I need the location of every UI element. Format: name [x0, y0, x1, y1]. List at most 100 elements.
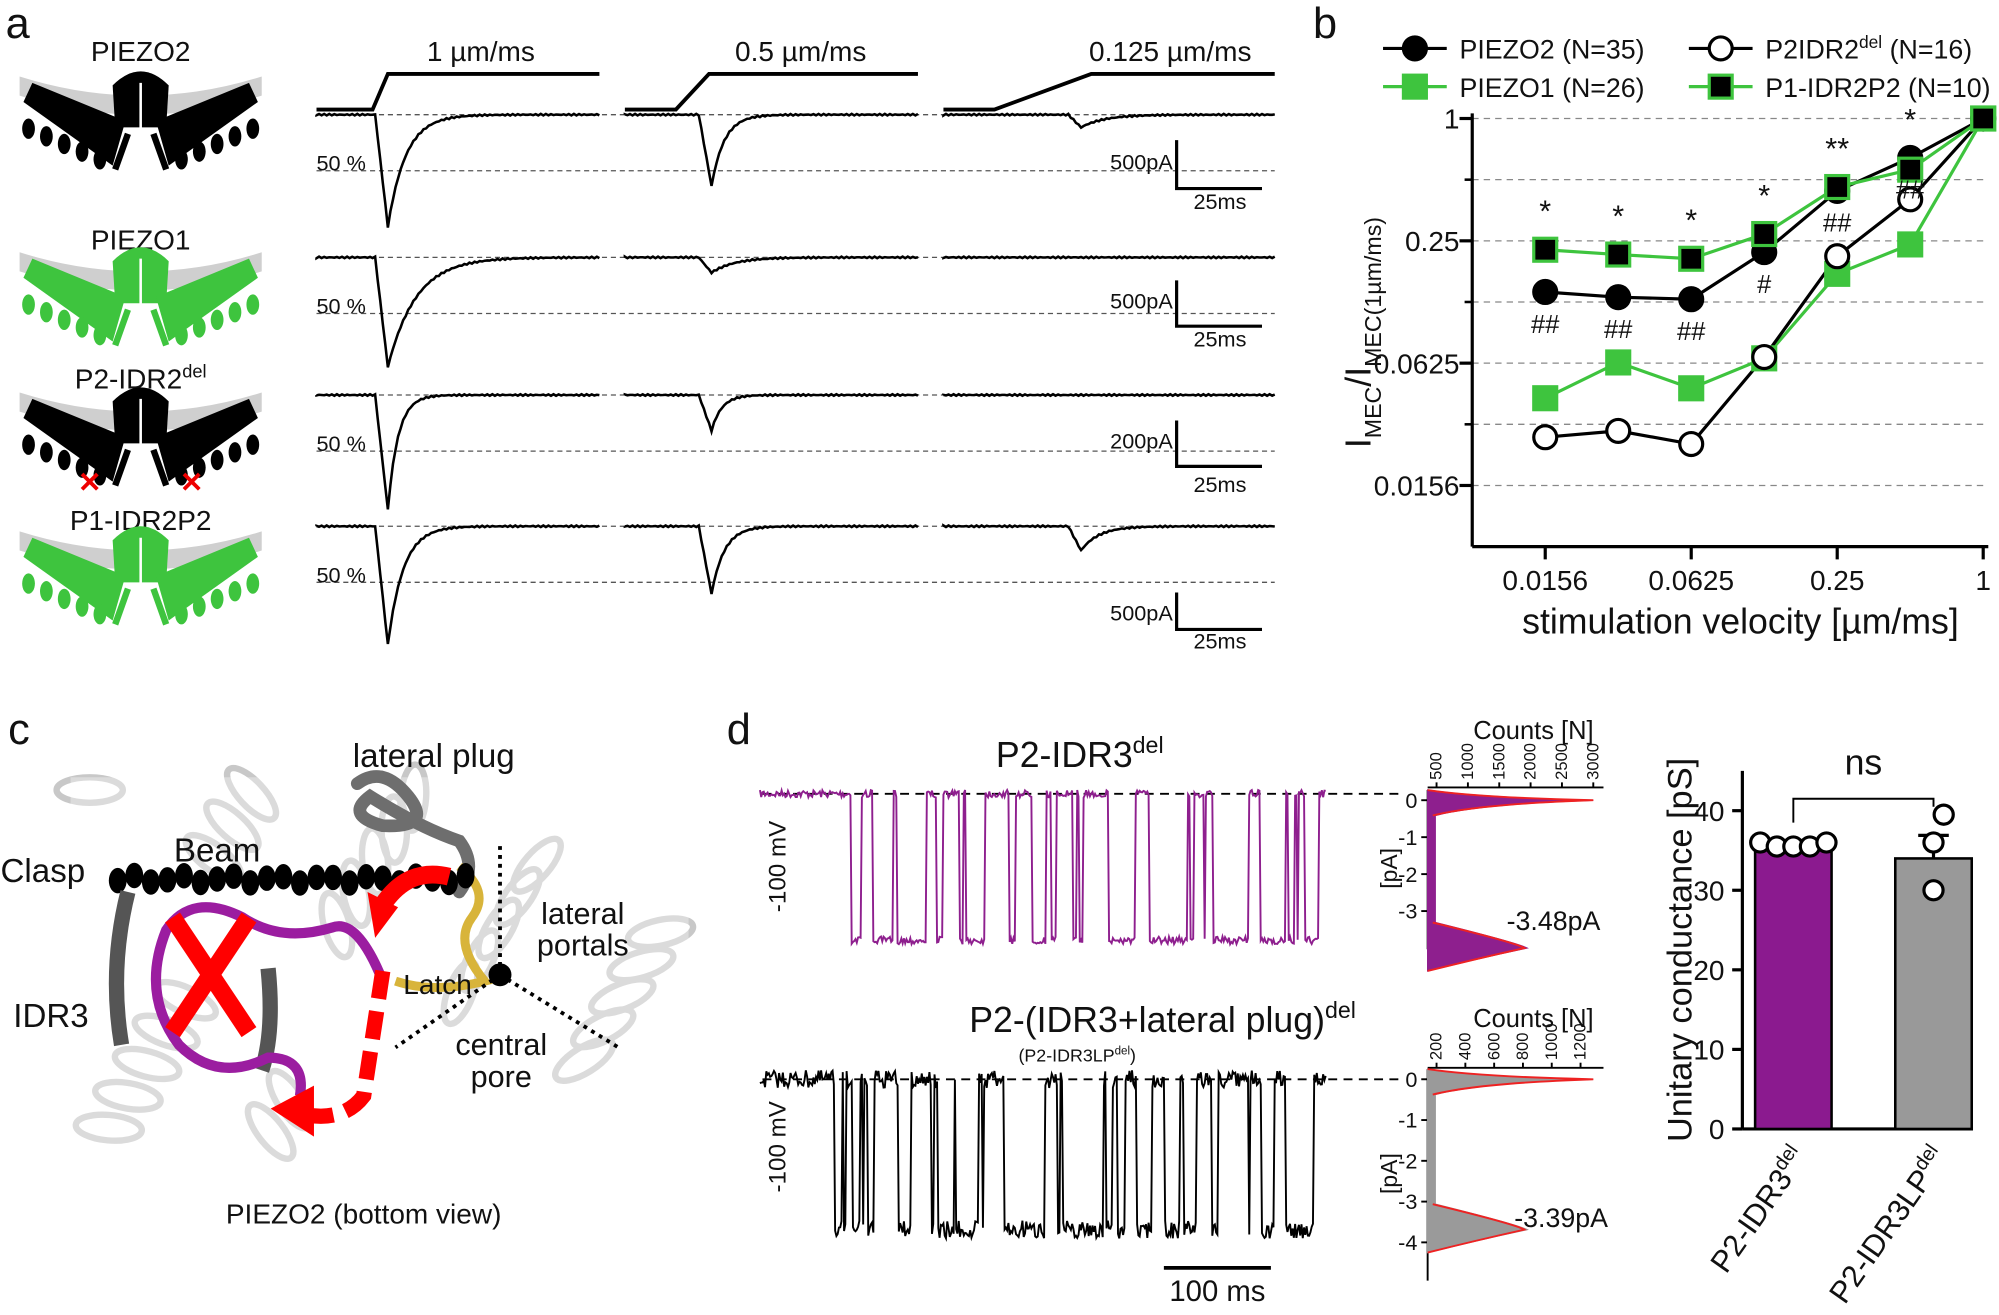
- current-scale: 200pA: [1110, 429, 1173, 454]
- data-point: [1532, 236, 1559, 263]
- significance: *: [1685, 204, 1697, 238]
- blade: [57, 133, 71, 155]
- legend-label-part: (N=16): [1882, 35, 1972, 65]
- y-tick-label: 1: [1444, 104, 1460, 135]
- velocity-label: 0.125 µm/ms: [1089, 36, 1252, 67]
- protein-helix: [53, 774, 127, 806]
- current-scale: 500pA: [1110, 288, 1173, 313]
- y-axis-title-part: I: [1338, 438, 1378, 448]
- trace-title-part: P2-IDR3: [996, 735, 1133, 775]
- red-arrow: [375, 865, 452, 910]
- hist-amp-tick-label: -1: [1398, 825, 1417, 850]
- hist-amp-tick-label: -1: [1398, 1108, 1417, 1133]
- trace-subtitle: (P2-IDR3LPdel): [1018, 1045, 1135, 1065]
- y-axis-title: Unitary conductance [pS]: [1661, 758, 1699, 1142]
- blade: [210, 133, 224, 155]
- legend-label: PIEZO2 (N=35): [1459, 35, 1644, 65]
- blade: [175, 603, 188, 625]
- data-point: [1678, 375, 1705, 402]
- gauss-fit: [1427, 789, 1594, 972]
- hist-title: Counts [N]: [1473, 1005, 1593, 1033]
- x-tick-label: 0.0156: [1502, 565, 1588, 596]
- red-x: [182, 472, 201, 491]
- current-trace: [623, 523, 919, 595]
- significance: ##: [1604, 316, 1633, 344]
- blade: [175, 465, 188, 486]
- protein-helix: [223, 764, 280, 823]
- blade: [93, 465, 107, 486]
- legend-label-part: P2IDR2: [1765, 35, 1859, 65]
- label-pore: central: [455, 1028, 547, 1062]
- half-label: 50 %: [317, 151, 366, 176]
- beam-helix: [158, 867, 177, 893]
- data-point: [1922, 879, 1945, 902]
- beam-helix: [307, 864, 326, 891]
- significance: *: [1904, 103, 1916, 137]
- blade: [40, 442, 53, 463]
- panel-label: b: [1313, 0, 1337, 48]
- panel-label: d: [727, 706, 751, 754]
- y-tick-label: 10: [1693, 1035, 1724, 1066]
- protein-helix: [510, 835, 564, 895]
- blade: [93, 149, 107, 170]
- trace-subtitle-part: (P2-IDR3LP: [1018, 1045, 1114, 1065]
- legend-marker: [1401, 73, 1428, 100]
- blade: [40, 581, 53, 602]
- data-point: [1532, 424, 1559, 451]
- x-tick-label: 0.25: [1810, 565, 1865, 596]
- red-x: [165, 912, 257, 1038]
- data-point: [1532, 385, 1559, 412]
- y-tick-label: 20: [1693, 955, 1724, 986]
- protein-helix: [606, 945, 677, 984]
- blade: [246, 434, 260, 455]
- blade: [228, 442, 242, 463]
- significance: **: [1825, 132, 1849, 166]
- x-axis-title: stimulation velocity [µm/ms]: [1522, 601, 1959, 641]
- data-point: [1970, 105, 1997, 132]
- beam-helix: [108, 867, 127, 894]
- legend-label: P2IDR2del (N=16): [1765, 32, 1972, 65]
- data-point: [1751, 343, 1778, 371]
- voltage-label: -100 mV: [764, 1100, 791, 1192]
- blade: [210, 588, 224, 610]
- stimulus: [316, 71, 600, 112]
- current-trace: [315, 392, 600, 510]
- data-point: [1932, 803, 1955, 826]
- hist-amp-label: [pA]: [1376, 1153, 1402, 1194]
- y-tick-label: 0.25: [1405, 226, 1460, 257]
- significance: *: [1612, 200, 1624, 234]
- hist-amp-tick-label: -3: [1398, 899, 1417, 924]
- hist-count-tick-label: 400: [1455, 1033, 1474, 1061]
- label-lateral-plug: lateral plug: [353, 738, 515, 775]
- arm: [23, 398, 126, 482]
- arm: [23, 537, 126, 621]
- trace-title-part: del: [1133, 732, 1164, 758]
- protein-helix: [203, 798, 262, 853]
- significance: ##: [1677, 318, 1706, 346]
- beam-helix: [456, 862, 475, 889]
- protein-helix: [588, 976, 657, 1017]
- scale-bar: [1175, 280, 1262, 328]
- label-clasp: Clasp: [1, 853, 86, 890]
- blade: [210, 309, 224, 331]
- blade: [192, 317, 206, 338]
- current-trace: [942, 112, 1275, 130]
- y-tick-label: 0.0156: [1374, 471, 1460, 502]
- idr3-loop: [150, 902, 388, 1097]
- blade: [246, 294, 260, 315]
- data-point: [1751, 220, 1778, 248]
- channel-trace: [759, 1068, 1327, 1242]
- label-idr3: IDR3: [13, 998, 88, 1035]
- significance-bracket: [1792, 797, 1935, 823]
- channel-trace: [759, 786, 1326, 948]
- stalk: [112, 448, 131, 487]
- significance-label: ns: [1845, 743, 1883, 783]
- x-tick-label-part: P2-IDR3: [1704, 1163, 1799, 1279]
- significance: ##: [1823, 210, 1852, 238]
- construct-name: PIEZO2: [91, 36, 191, 67]
- arm: [155, 398, 258, 482]
- trace-title-part: del: [1325, 997, 1356, 1023]
- panel-label: a: [6, 0, 31, 48]
- current-scale: 500pA: [1110, 601, 1173, 626]
- beam-helix: [324, 864, 342, 891]
